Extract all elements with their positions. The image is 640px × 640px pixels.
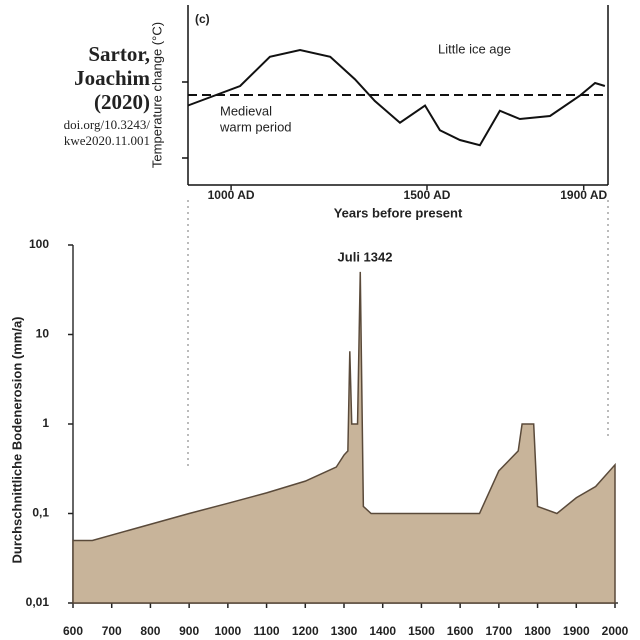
- x-tick-label: 1600: [447, 624, 474, 638]
- x-axis-label: Years before present: [334, 205, 463, 220]
- author: Joachim: [74, 66, 150, 90]
- y-tick-label: 1: [42, 416, 49, 430]
- y-tick-label: 10: [36, 327, 50, 341]
- x-tick-label: 1400: [369, 624, 396, 638]
- attribution: Sartor, Joachim (2020) doi.org/10.3243/ …: [64, 42, 151, 148]
- doi: doi.org/10.3243/: [64, 117, 151, 132]
- y-axis-label: Durchschnittliche Bodenerosion (mm/a): [9, 316, 24, 563]
- annotation: Little ice age: [438, 41, 511, 56]
- annotation: Juli 1342: [338, 249, 393, 264]
- x-tick-label: 1500 AD: [404, 188, 451, 202]
- x-tick-label: 1900 AD: [560, 188, 607, 202]
- area: [72, 271, 616, 604]
- x-tick-label: 1000 AD: [208, 188, 255, 202]
- x-tick-label: 600: [63, 624, 83, 638]
- x-tick-label: 1100: [254, 624, 280, 638]
- doi: kwe2020.11.001: [64, 133, 150, 148]
- x-tick-label: 1900: [563, 624, 590, 638]
- x-tick-label: 2000: [602, 624, 629, 638]
- x-tick-label: 900: [179, 624, 199, 638]
- x-tick-label: 1500: [408, 624, 435, 638]
- x-tick-label: 1300: [331, 624, 358, 638]
- author: Sartor,: [88, 42, 150, 66]
- x-tick-label: 1200: [292, 624, 319, 638]
- y-tick-label: 100: [29, 237, 49, 251]
- y-axis-label: Temperature change (°C): [149, 22, 164, 168]
- x-tick-label: 1700: [486, 624, 513, 638]
- x-tick-label: 1000: [215, 624, 242, 638]
- year: (2020): [94, 90, 150, 114]
- y-tick-label: 0,01: [26, 595, 50, 609]
- x-tick-label: 800: [140, 624, 160, 638]
- x-tick-label: 700: [102, 624, 122, 638]
- x-tick-label: 1800: [524, 624, 551, 638]
- line: [187, 48, 606, 147]
- y-tick-label: 0,1: [32, 506, 49, 520]
- chart-title: (c): [195, 12, 210, 26]
- annotation: warm period: [219, 119, 292, 134]
- annotation: Medieval: [220, 103, 272, 118]
